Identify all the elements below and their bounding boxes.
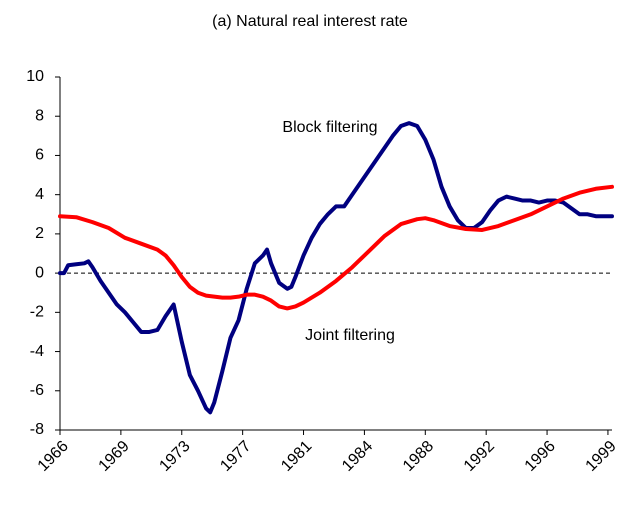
- x-tick-label: 1999: [583, 438, 620, 475]
- x-tick-label: 1984: [339, 438, 376, 475]
- chart-title: (a) Natural real interest rate: [212, 13, 408, 30]
- y-tick-label: -4: [30, 343, 44, 360]
- y-tick-label: 6: [35, 147, 44, 164]
- x-tick-label: 1977: [217, 438, 254, 475]
- x-tick-label: 1969: [96, 438, 133, 475]
- x-tick-label: 1966: [35, 438, 72, 475]
- y-tick-label: 4: [35, 186, 44, 203]
- y-tick-label: -6: [30, 382, 44, 399]
- series-annotation: Block filtering: [282, 119, 377, 136]
- series-line: [58, 184, 614, 311]
- x-tick-label: 1992: [461, 438, 498, 475]
- y-tick-label: 2: [35, 225, 44, 242]
- series-line: [58, 121, 614, 415]
- y-tick-label: 10: [26, 68, 44, 85]
- x-tick-label: 1973: [156, 438, 193, 475]
- y-tick-label: -8: [30, 421, 44, 438]
- y-tick-label: 8: [35, 107, 44, 124]
- x-tick-label: 1981: [278, 438, 315, 475]
- series-annotation: Joint filtering: [305, 327, 395, 344]
- y-tick-label: -2: [30, 304, 44, 321]
- y-tick-label: 0: [35, 264, 44, 281]
- x-tick-label: 1996: [522, 438, 559, 475]
- x-tick-label: 1988: [400, 438, 437, 475]
